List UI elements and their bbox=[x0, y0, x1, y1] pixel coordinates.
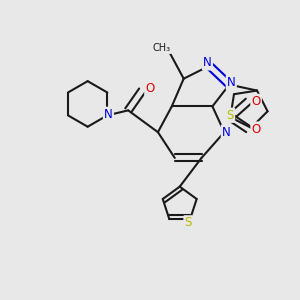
Text: N: N bbox=[104, 108, 113, 121]
Text: O: O bbox=[251, 123, 261, 136]
Text: S: S bbox=[184, 216, 192, 230]
Text: CH₃: CH₃ bbox=[153, 43, 171, 53]
Text: N: N bbox=[203, 56, 212, 69]
Text: S: S bbox=[227, 109, 234, 122]
Text: O: O bbox=[251, 95, 261, 108]
Text: N: N bbox=[222, 126, 231, 139]
Text: N: N bbox=[227, 76, 236, 89]
Text: O: O bbox=[146, 82, 154, 95]
